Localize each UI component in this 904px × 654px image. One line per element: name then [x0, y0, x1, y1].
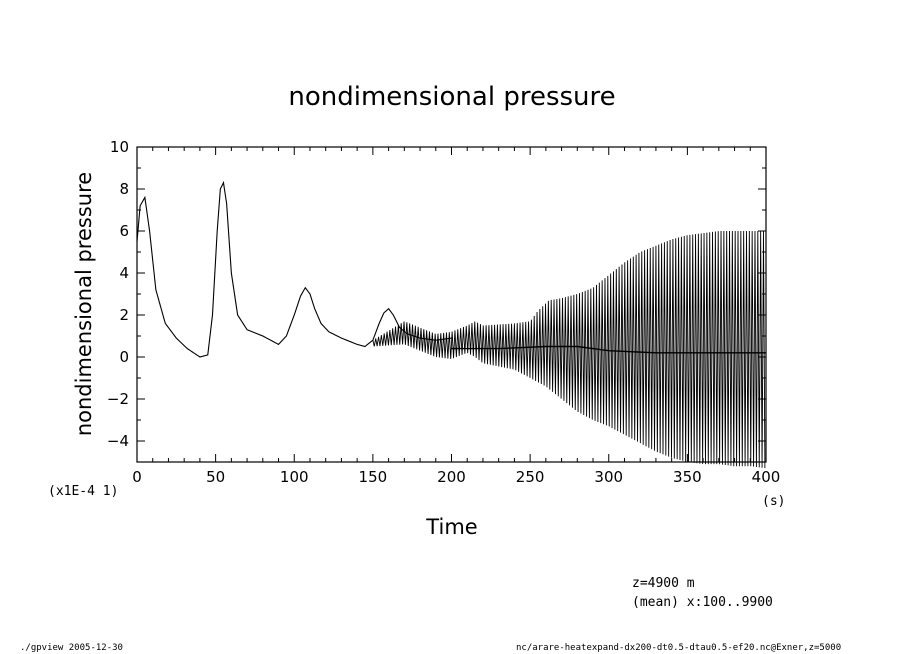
footer-left: ./gpview 2005-12-30 [20, 643, 123, 653]
x-tick-label: 250 [516, 468, 545, 486]
x-tick-label: 50 [206, 468, 225, 486]
x-tick-label: 150 [359, 468, 388, 486]
level-annotation: z=4900 m [632, 576, 695, 591]
y-tick-label: −4 [107, 432, 129, 450]
y-tick-label: 0 [119, 348, 129, 366]
x-tick-label: 350 [673, 468, 702, 486]
y-tick-label: 4 [119, 264, 129, 282]
plot-frame [136, 146, 767, 463]
y-tick-label: 8 [119, 180, 129, 198]
y-tick-label: 10 [110, 138, 129, 156]
x-tick-label: 0 [132, 468, 142, 486]
x-tick-label: 300 [594, 468, 623, 486]
series-layer [136, 180, 766, 469]
chart-title: nondimensional pressure [288, 82, 615, 112]
x-tick-label: 200 [437, 468, 466, 486]
footer-right: nc/arare-heatexpand-dx200-dt0.5-dtau0.5-… [516, 643, 841, 653]
x-unit-label: (s) [762, 494, 785, 509]
y-tick-label: −2 [107, 390, 129, 408]
x-axis-label: Time [425, 515, 477, 539]
y-tick-label: 6 [119, 222, 129, 240]
x-tick-label: 100 [280, 468, 309, 486]
series-oscillation [372, 230, 766, 469]
x-tick-label: 400 [752, 468, 781, 486]
mean-annotation: (mean) x:100..9900 [632, 595, 773, 610]
y-scale-note: (x1E-4 1) [48, 484, 118, 499]
y-tick-label: 2 [119, 306, 129, 324]
tick-layer: 0 50 100 150 200 250 300 350 400 −4 −2 0 2 4 6 8 10 [107, 138, 780, 486]
series-mean-line [451, 345, 766, 354]
series-line-main [136, 180, 452, 358]
y-axis-label: nondimensional pressure [72, 172, 96, 436]
